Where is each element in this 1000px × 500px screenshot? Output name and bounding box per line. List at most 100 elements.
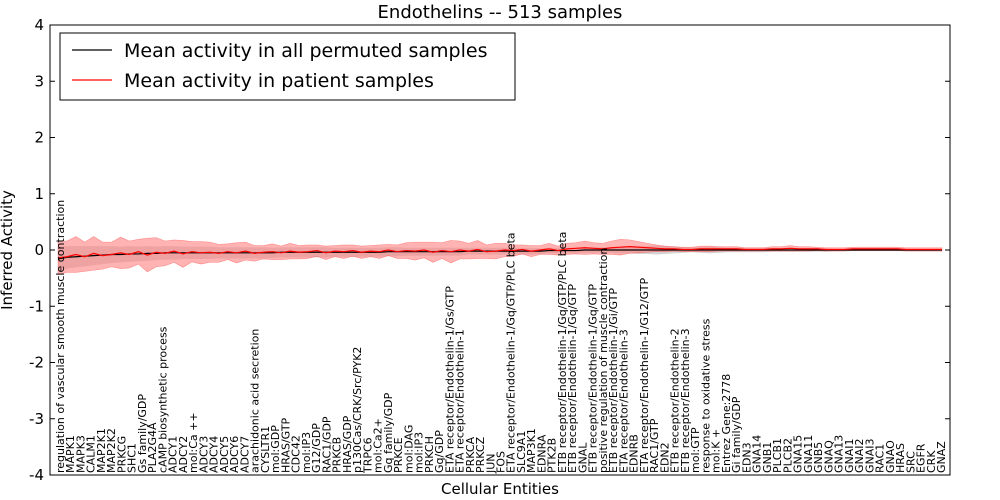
entity-label: Gq/GDP [433,430,446,473]
entity-label: GNAO [884,440,897,473]
entity-label: EDN2 [658,442,671,473]
entity-label: RAC1/GDP [320,416,333,473]
y-tick-label: 4 [34,16,44,34]
entity-label: PRKCZ [474,436,487,473]
y-tick-label: -1 [29,297,44,315]
chart-title: Endothelins -- 513 samples [378,2,623,23]
entity-label: GNA15 [792,435,805,473]
entity-label: CYSLTR1 [259,426,272,473]
series-lines [57,246,942,260]
entity-label: GNAI3 [863,438,876,473]
entity-label: positive regulation of muscle contractio… [597,248,610,473]
entity-label: mol:IP3 [413,432,426,473]
entity-label: mol:GDP [269,425,282,473]
entity-label: PRKCE [392,437,405,473]
entity-label: GNAQ [822,440,835,473]
plot-area: regulation of vascular smooth muscle con… [29,16,951,484]
entity-label: FOS [495,451,508,473]
entity-label: CDC42 [290,435,303,473]
entity-label: HRAS/GDP [341,415,354,473]
entity-label: GNAI1 [843,438,856,473]
entity-label: mol:DAG [402,425,415,473]
entity-label: ADCY7 [238,436,251,473]
entity-label: ADCY3 [197,436,210,473]
y-tick-label: -3 [29,410,44,428]
entity-label: PLCB1 [771,438,784,473]
entity-label: ADCY6 [228,436,241,473]
patient-mean-line [57,246,942,259]
entity-label: HRAS [894,443,907,473]
entity-label: arachidonic acid secretion [249,329,262,473]
entity-label: PLA2G4A [146,422,159,473]
entity-label: PRKCB [331,437,344,473]
entity-label: EDN3 [740,442,753,473]
entity-label: SRC [904,451,917,473]
entity-label: EDNRA [535,434,548,473]
entity-label: GNA11 [802,435,815,473]
entity-label: GNAI2 [853,438,866,473]
entity-label: HRAS/GTP [279,417,292,473]
entity-label: ETB receptor/Endothelin-2 [669,328,682,473]
entity-label: ADCY5 [218,436,231,473]
entity-label: MAP2K1 [95,428,108,473]
entity-label: GNA13 [833,435,846,473]
entity-label: Gs family/GDP [136,394,149,473]
x-axis-title: Cellular Entities [441,480,559,498]
entity-label: ETB receptor/Endothelin-1/Gq/GTP [587,284,600,473]
entity-label: Entrez Gene:2778 [720,374,733,473]
entity-label: ETA receptor/Endothelin-3 [617,329,630,473]
entity-label: response to oxidative stress [699,318,712,473]
entity-label: PRKCG [115,436,128,473]
entity-label: CRK [925,450,938,473]
entity-label: regulation of vascular smooth muscle con… [54,200,67,473]
entity-label: MAPK3 [74,435,87,473]
entity-label: CALM1 [85,435,98,473]
entity-label: ETB receptor/Endothelin-3 [679,328,692,473]
entity-label: PLCB2 [781,438,794,473]
y-tick-label: -2 [29,354,44,372]
entity-label: MAP2K2 [105,428,118,473]
entity-label: mol:K + [710,429,723,473]
entity-label: ETA receptor/Endothelin-1/G12/GTP [638,278,651,473]
legend-label-patient: Mean activity in patient samples [124,70,434,92]
entity-label: TRPC6 [361,437,374,474]
legend-box [59,32,516,101]
entity-label: EGFR [915,443,928,473]
entity-label: p130Cas/CRK/Src/PYK2 [351,347,364,473]
entity-label: ETA receptor/Endothelin-1 [454,329,467,473]
y-tick-label: 1 [34,185,44,203]
entity-label: mol:IP3 [300,432,313,473]
entity-label: GNAL [576,442,589,473]
patient-confidence-band [57,236,943,276]
entity-label: ETB receptor/Endothelin-1/Gq/GTP [566,284,579,473]
entity-label: mol:Ca ++ [187,412,200,473]
entity-label: cAMP biosynthetic process [156,326,169,473]
entity-label: GNB5 [812,442,825,473]
entity-label: GNAZ [935,441,948,473]
entity-label: ETA receptor/Endothelin-1/Gq/GTP/PLC bet… [505,232,518,473]
entity-label: ADCY1 [167,436,180,473]
entity-label: RAC1/GTP [648,418,661,473]
entity-label: EDNRB [628,434,641,473]
entity-label: ETB receptor/Endothelin-1/Gi/GTP [607,288,620,473]
y-tick-label: 0 [34,241,44,259]
y-tick-label: 3 [34,72,44,90]
legend: Mean activity in all permuted samples Me… [59,32,516,101]
entity-label: ETA receptor/Endothelin-1/Gs/GTP [443,286,456,473]
entity-label: JUN [484,453,497,474]
entity-label: SLC9A1 [515,431,528,473]
entity-labels: regulation of vascular smooth muscle con… [54,200,948,474]
entity-label: MAP3K1 [525,428,538,473]
entity-label: Gi family/GDP [730,396,743,473]
entity-label: PTK2B [546,438,559,473]
entity-label: ADCY2 [177,436,190,473]
y-axis-title: Inferred Activity [0,190,16,310]
entity-label: PRKCA [464,436,477,473]
legend-label-permuted: Mean activity in all permuted samples [124,40,487,62]
entity-label: RAC1 [874,444,887,473]
entity-label: GNB1 [761,442,774,473]
entity-label: ETB receptor/Endothelin-1/Gq/GTP/PLC bet… [556,232,569,473]
entity-label: PRKCH [423,436,436,473]
entity-label: SHC1 [126,443,139,473]
